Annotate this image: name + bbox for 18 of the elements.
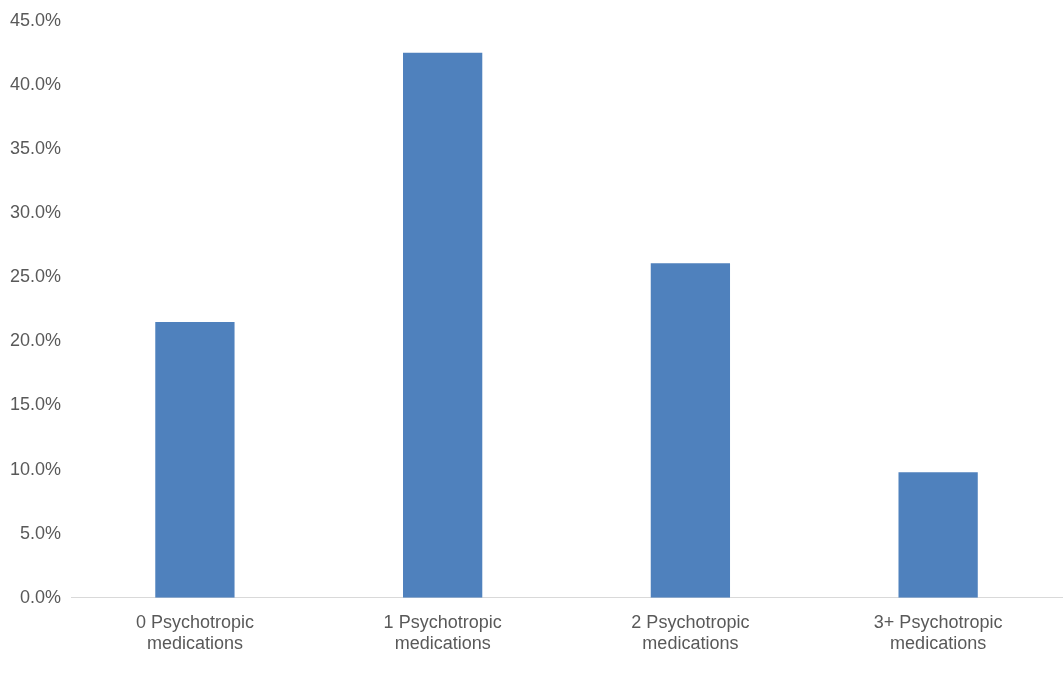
y-tick-label: 25.0% bbox=[9, 266, 62, 287]
y-tick-label: 5.0% bbox=[20, 522, 62, 543]
bar bbox=[403, 52, 483, 598]
bar bbox=[155, 322, 235, 598]
bar bbox=[898, 472, 978, 598]
y-tick-label: 10.0% bbox=[9, 458, 62, 479]
y-tick-label: 20.0% bbox=[9, 330, 62, 351]
x-tick-label: 2 Psychotropic medications bbox=[631, 611, 750, 654]
bar bbox=[650, 263, 731, 598]
y-tick-label: 35.0% bbox=[9, 137, 62, 158]
y-tick-label: 40.0% bbox=[9, 73, 62, 94]
y-tick-label: 15.0% bbox=[9, 394, 62, 415]
x-tick-label: 0 Psychotropic medications bbox=[135, 611, 254, 654]
x-tick-label: 3+ Psychotropic medications bbox=[873, 611, 1003, 654]
y-tick-label: 45.0% bbox=[9, 9, 62, 30]
x-tick-label: 1 Psychotropic medications bbox=[383, 611, 502, 654]
y-tick-label: 0.0% bbox=[20, 586, 62, 607]
y-tick-label: 30.0% bbox=[9, 202, 62, 223]
